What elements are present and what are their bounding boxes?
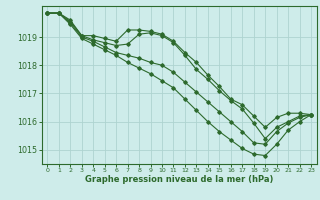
- X-axis label: Graphe pression niveau de la mer (hPa): Graphe pression niveau de la mer (hPa): [85, 175, 273, 184]
